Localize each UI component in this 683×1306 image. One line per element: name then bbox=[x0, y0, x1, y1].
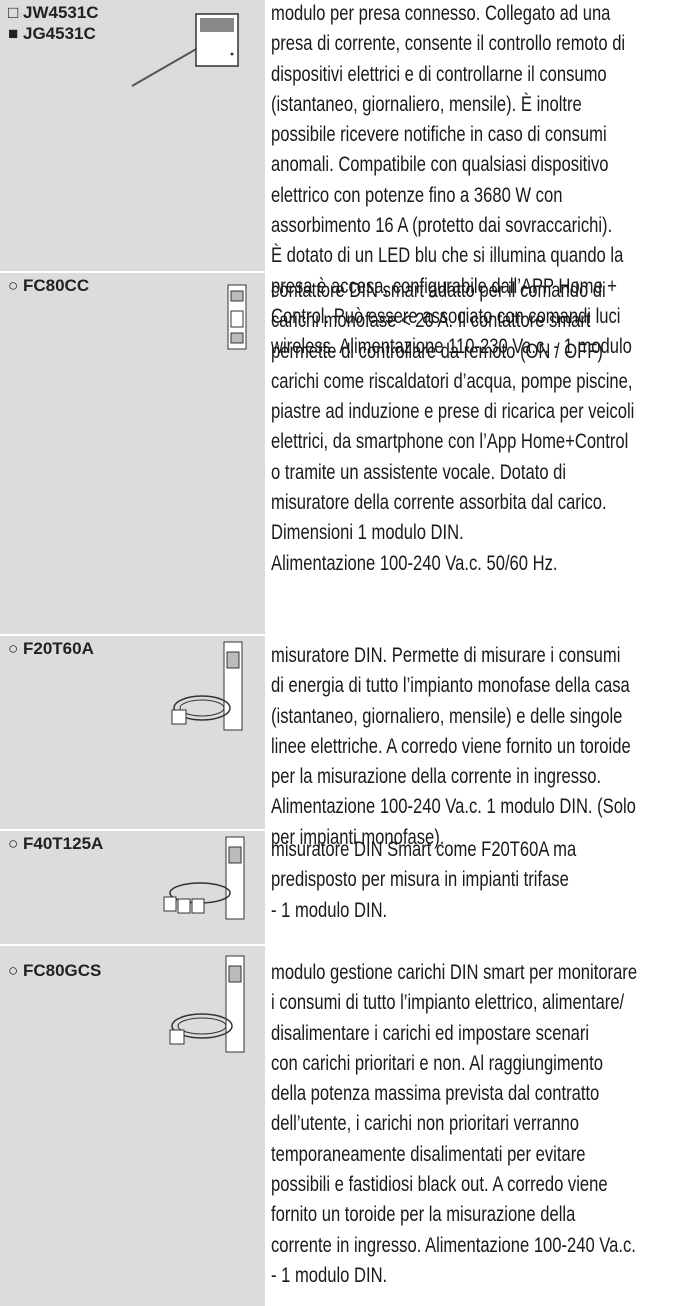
description-line: linee elettriche. A corredo viene fornit… bbox=[271, 734, 631, 758]
product-code: ○ FC80GCS bbox=[8, 961, 102, 980]
description-line: corrente in ingresso. Alimentazione 100-… bbox=[271, 1233, 636, 1257]
description-line: Alimentazione 100-240 Va.c. 50/60 Hz. bbox=[271, 551, 558, 575]
description-line: permette di controllare da remoto (ON / … bbox=[271, 339, 603, 363]
description-line: misuratore DIN. Permette di misurare i c… bbox=[271, 644, 621, 667]
description-line: (istantaneo, giornaliero, mensile) e del… bbox=[271, 704, 623, 728]
description-line: o tramite un assistente vocale. Dotato d… bbox=[271, 460, 567, 484]
description-line: wireless. Alimentazione 110-230 Va.c. - … bbox=[271, 335, 632, 359]
description: misuratore DIN Smart come F20T60A ma pred… bbox=[271, 835, 682, 926]
description-line: contattore DIN smart adatto per il coman… bbox=[271, 279, 606, 302]
product-code: ○ FC80CC bbox=[8, 276, 90, 295]
description-line: anomali. Compatibile con qualsiasi dispo… bbox=[271, 153, 609, 177]
description-line: elettrici, da smartphone con l’App Home+… bbox=[271, 430, 629, 454]
product-row: ○ FC80CC contattore DIN smart adatto per … bbox=[0, 273, 683, 634]
product-code: ■ JG4531C bbox=[8, 24, 96, 43]
description-line: carichi come riscaldatori d’acqua, pompe… bbox=[271, 369, 633, 393]
description-line: assorbimento 16 A (protetto dai sovracca… bbox=[271, 214, 613, 238]
description: modulo per presa connesso. Collegato ad … bbox=[271, 0, 682, 363]
description-line: con carichi prioritari e non. Al raggiun… bbox=[271, 1051, 603, 1075]
description-line: piastre ad induzione e prese di ricarica… bbox=[271, 400, 635, 424]
description-line: della potenza massima prevista dal contr… bbox=[271, 1082, 600, 1106]
description-line: i consumi di tutto l’impianto elettrico,… bbox=[271, 991, 625, 1015]
description-line: misuratore DIN Smart come F20T60A ma bbox=[271, 838, 577, 861]
product-code: ○ F20T60A bbox=[8, 639, 94, 658]
description-line: dell’utente, i carichi non prioritari ve… bbox=[271, 1112, 580, 1136]
description-line: possibile ricevere notifiche in caso di … bbox=[271, 123, 607, 147]
product-row: ○ F40T125A misuratore DIN Smart come F20T… bbox=[0, 831, 683, 944]
code-column bbox=[0, 831, 265, 944]
description-line: dispositivi elettrici e di controllarne … bbox=[271, 62, 607, 86]
description-line: Alimentazione 100-240 Va.c. 1 modulo DIN… bbox=[271, 795, 636, 819]
description-line: - 1 modulo DIN. bbox=[271, 1263, 388, 1287]
description-line: per impianti monofase). bbox=[271, 825, 445, 849]
description-line: presa è accesa, configurabile dall’APP H… bbox=[271, 274, 617, 298]
description-line: presa di corrente, consente il controllo… bbox=[271, 32, 626, 56]
product-row: □ JW4531C ■ JG4531C modulo per presa conne… bbox=[0, 0, 683, 358]
product-image bbox=[163, 836, 245, 920]
description-line: possibili e fastidiosi black out. A corr… bbox=[271, 1173, 608, 1197]
description-line: È dotato di un LED blu che si illumina q… bbox=[271, 244, 624, 268]
description: misuratore DIN. Permette di misurare i c… bbox=[271, 641, 682, 853]
description-line: modulo per presa connesso. Collegato ad … bbox=[271, 2, 611, 25]
description-line: per la misurazione della corrente in ing… bbox=[271, 765, 602, 789]
description-line: di energia di tutto l’impianto monofase … bbox=[271, 674, 630, 698]
product-image bbox=[227, 284, 247, 350]
code-column bbox=[0, 273, 265, 634]
description-line: predisposto per misura in impianti trifa… bbox=[271, 868, 569, 892]
description-line: - 1 modulo DIN. bbox=[271, 898, 388, 922]
description: contattore DIN smart adatto per il coman… bbox=[271, 276, 682, 579]
product-code: ○ F40T125A bbox=[8, 834, 104, 853]
description-line: Dimensioni 1 modulo DIN. bbox=[271, 521, 464, 545]
code-column bbox=[0, 636, 265, 829]
description-line: (istantaneo, giornaliero, mensile). È in… bbox=[271, 92, 582, 116]
description-line: carichi monofase < 20 A. Il contattore s… bbox=[271, 309, 591, 333]
product-code: □ JW4531C bbox=[8, 3, 99, 22]
product-image bbox=[131, 13, 239, 87]
description-line: misuratore della corrente assorbita dal … bbox=[271, 491, 607, 515]
description-line: disalimentare i carichi ed impostare sce… bbox=[271, 1021, 590, 1045]
description-line: fornito un toroide per la misurazione de… bbox=[271, 1203, 576, 1227]
product-row: ○ F20T60A misuratore DIN. Permette di mis… bbox=[0, 636, 683, 849]
description-line: modulo gestione carichi DIN smart per mo… bbox=[271, 961, 638, 984]
description-line: temporaneamente disalimentati per evitar… bbox=[271, 1142, 586, 1166]
description-line: elettrico con potenze fino a 3680 W con bbox=[271, 183, 563, 207]
product-image bbox=[169, 955, 245, 1053]
product-row: ○ FC80GCS modulo gestione carichi DIN sma… bbox=[0, 946, 683, 1306]
product-image bbox=[171, 641, 243, 731]
code-column bbox=[0, 946, 265, 1306]
description: modulo gestione carichi DIN smart per mo… bbox=[271, 958, 682, 1291]
description-line: Control. Può essere associato con comand… bbox=[271, 304, 621, 328]
